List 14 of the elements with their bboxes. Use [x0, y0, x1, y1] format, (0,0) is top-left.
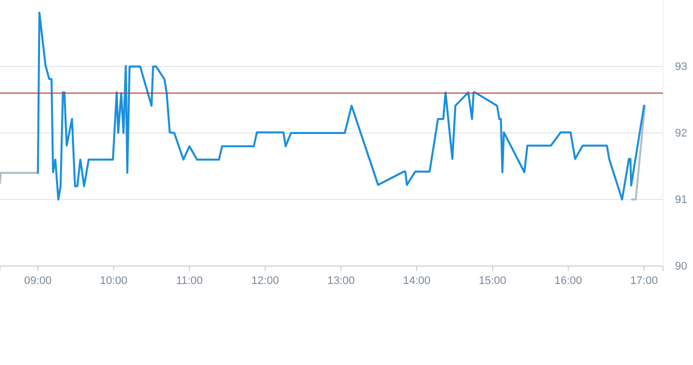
x-tick-label: 10:00 — [100, 274, 128, 287]
x-tick-label: 15:00 — [478, 274, 506, 287]
y-tick-label: 92 — [675, 128, 688, 140]
x-tick-label: 17:00 — [630, 274, 658, 287]
x-tick-label: 16:00 — [554, 274, 582, 287]
x-tick-label: 14:00 — [402, 274, 431, 287]
y-tick-label: 91 — [675, 194, 688, 206]
line-series — [36, 12, 646, 200]
y-tick-label: 93 — [675, 61, 688, 74]
x-tick-label: 09:00 — [24, 274, 52, 287]
x-tick-label: 13:00 — [327, 274, 355, 287]
x-tick-label: 11:00 — [176, 274, 203, 287]
y-tick-label: 90 — [675, 260, 688, 273]
x-tick-label: 12:00 — [251, 274, 279, 287]
